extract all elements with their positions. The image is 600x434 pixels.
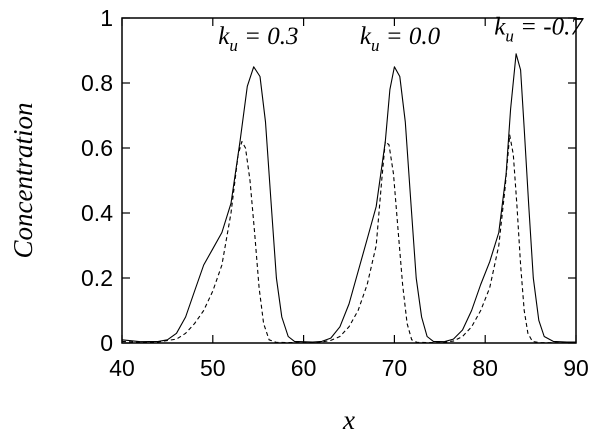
plot-frame	[121, 17, 577, 344]
annotation-value: = 0.0	[380, 23, 441, 50]
ticks-layer: 40 50 60 70 80 90 0 0.2 0.4 0.6 0.8 1	[81, 5, 589, 381]
series-layer	[121, 53, 576, 344]
annotation-layer: ku = 0.3 ku = 0.0 ku = -0.7	[218, 13, 584, 55]
y-tick-label: 1	[100, 5, 113, 31]
annotation-base: k	[494, 13, 506, 40]
series-line-dashed	[121, 134, 576, 344]
curve-annotation: ku = 0.0	[360, 23, 441, 55]
x-tick-label: 60	[291, 355, 317, 381]
x-tick-label: 70	[382, 355, 408, 381]
curve-annotation: ku = -0.7	[494, 13, 584, 45]
annotation-base: k	[218, 23, 230, 50]
annotation-value: = 0.3	[238, 23, 299, 50]
annotation-subscript: u	[229, 36, 238, 55]
series-line-solid	[121, 53, 576, 343]
y-tick-label: 0.6	[81, 135, 113, 161]
y-tick-label: 0.2	[81, 265, 113, 291]
x-axis-label: x	[342, 405, 355, 434]
x-tick-label: 90	[563, 355, 589, 381]
x-tick-label: 40	[109, 355, 135, 381]
annotation-subscript: u	[505, 26, 514, 45]
annotation-subscript: u	[371, 36, 380, 55]
y-tick-label: 0.4	[81, 200, 113, 226]
x-tick-label: 50	[200, 355, 226, 381]
y-axis-label: Concentration	[8, 103, 38, 259]
y-tick-label: 0	[100, 330, 113, 356]
y-tick-label: 0.8	[81, 70, 113, 96]
annotation-base: k	[360, 23, 372, 50]
plot-border	[121, 17, 577, 344]
annotation-value: = -0.7	[514, 13, 584, 40]
x-tick-label: 80	[472, 355, 498, 381]
curve-annotation: ku = 0.3	[218, 23, 298, 55]
